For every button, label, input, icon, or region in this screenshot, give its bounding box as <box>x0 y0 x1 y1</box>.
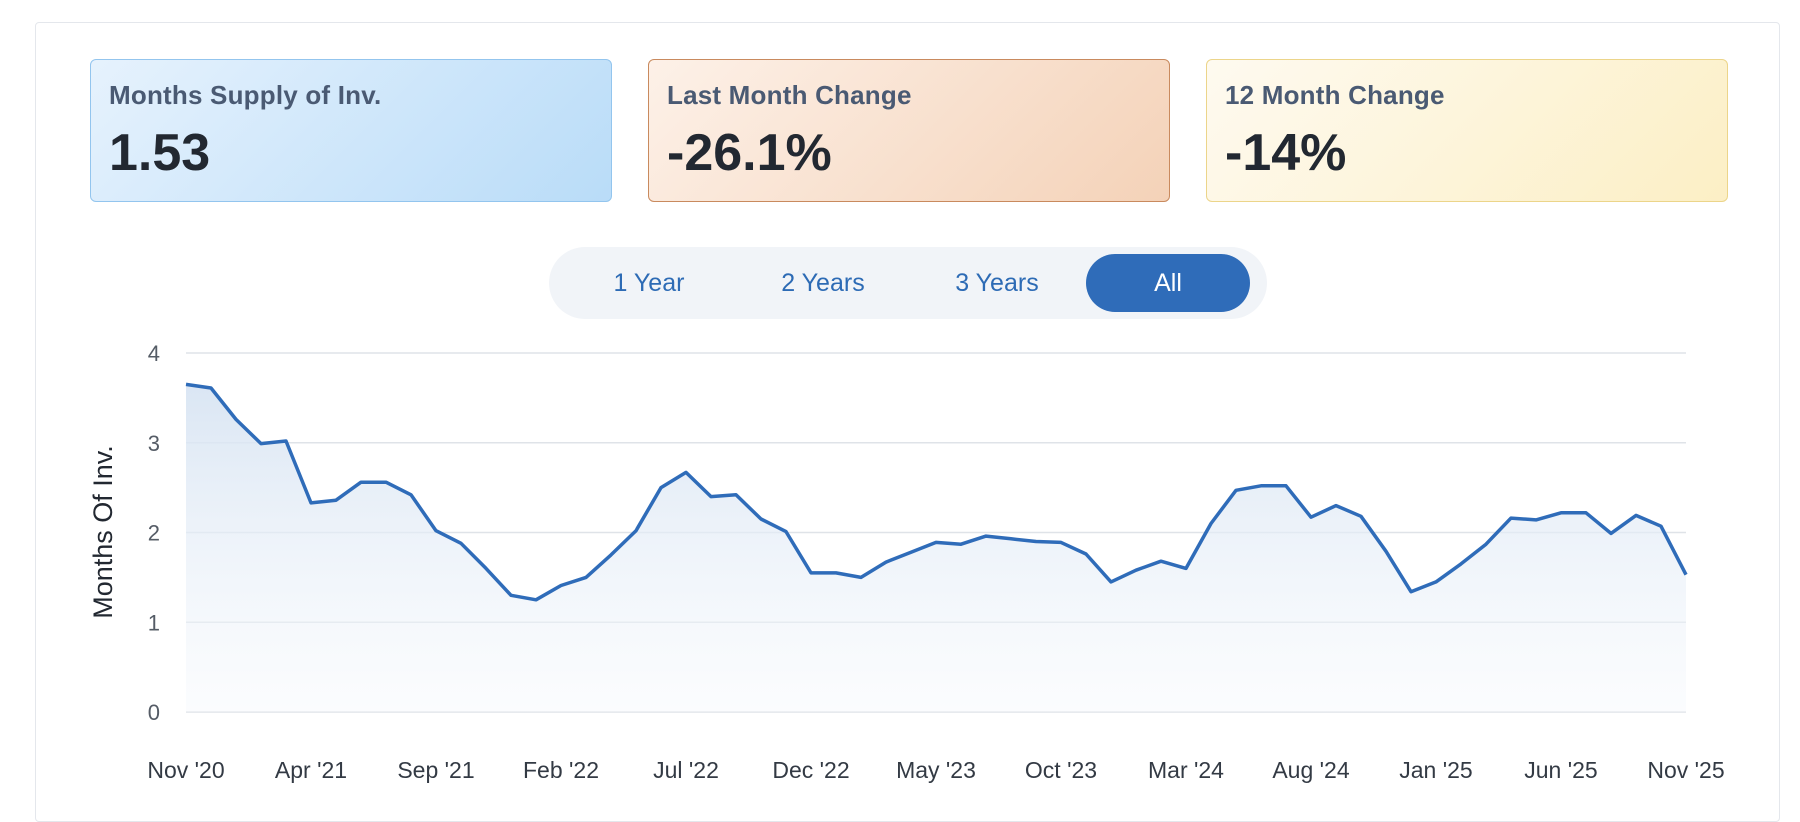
x-tick-label: Jul '22 <box>653 757 719 783</box>
range-3-years-button[interactable]: 3 Years <box>915 254 1079 312</box>
range-2-years-button[interactable]: 2 Years <box>741 254 905 312</box>
months-supply-value: 1.53 <box>109 124 211 182</box>
series-area <box>186 384 1686 712</box>
y-tick-label: 3 <box>148 431 160 456</box>
x-tick-label: Oct '23 <box>1025 757 1097 783</box>
x-tick-label: Dec '22 <box>772 757 849 783</box>
x-tick-label: Aug '24 <box>1272 757 1349 783</box>
time-range-selector: 1 Year 2 Years 3 Years All <box>549 247 1267 319</box>
x-tick-label: Sep '21 <box>397 757 474 783</box>
x-tick-label: Nov '25 <box>1647 757 1724 783</box>
y-tick-label: 1 <box>148 610 160 635</box>
x-tick-label: Apr '21 <box>275 757 347 783</box>
twelve-month-change-label: 12 Month Change <box>1225 80 1445 110</box>
x-tick-label: Jun '25 <box>1524 757 1597 783</box>
x-tick-label: Jan '25 <box>1399 757 1472 783</box>
series-line <box>185 382 1688 602</box>
months-supply-label: Months Supply of Inv. <box>109 80 382 110</box>
y-axis-label: Months Of Inv. <box>88 445 118 619</box>
x-tick-label: Mar '24 <box>1148 757 1224 783</box>
last-month-change-label: Last Month Change <box>667 80 912 110</box>
range-all-button[interactable]: All <box>1086 254 1250 312</box>
twelve-month-change-value: -14% <box>1225 124 1347 182</box>
range-1-year-button[interactable]: 1 Year <box>567 254 731 312</box>
y-tick-label: 2 <box>148 521 160 546</box>
last-month-change-card: Last Month Change -26.1% <box>648 59 1170 202</box>
last-month-change-value: -26.1% <box>667 124 832 182</box>
x-tick-label: Nov '20 <box>147 757 224 783</box>
y-tick-label: 4 <box>148 341 160 366</box>
twelve-month-change-card: 12 Month Change -14% <box>1206 59 1728 202</box>
y-tick-label: 0 <box>148 700 160 725</box>
x-tick-label: May '23 <box>896 757 976 783</box>
x-tick-label: Feb '22 <box>523 757 599 783</box>
months-supply-card: Months Supply of Inv. 1.53 <box>90 59 612 202</box>
